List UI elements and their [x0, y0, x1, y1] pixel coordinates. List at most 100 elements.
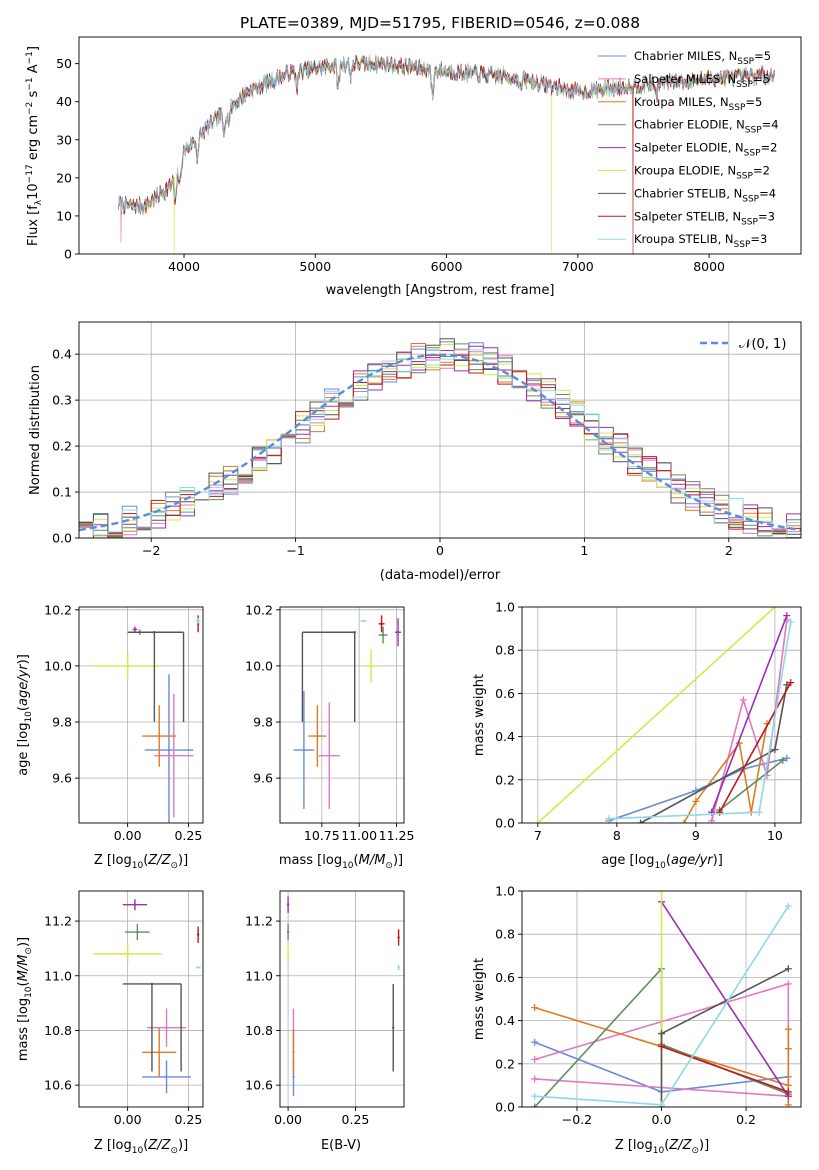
weight-point-marker [784, 965, 792, 973]
data-point [302, 748, 306, 752]
legend-label: Kroupa STELIB, NSSP=3 [634, 232, 767, 250]
x-axis-label: wavelength [Angstrom, rest frame] [326, 283, 555, 298]
weight-point-marker [531, 1075, 539, 1083]
weight-point-marker [531, 1038, 539, 1046]
weight-point-marker [784, 902, 792, 910]
y-tick-label: 10.6 [44, 1078, 72, 1093]
x-tick-label: 8 [613, 828, 621, 843]
weight-series-line [710, 615, 788, 813]
x-tick-label: 1 [580, 543, 588, 558]
y-tick-label: 11.0 [44, 968, 72, 983]
x-axis-label: E(B-V) [321, 1138, 361, 1153]
legend-label: Chabrier STELIB, NSSP=4 [634, 186, 776, 204]
data-point [158, 734, 161, 738]
weight-point-marker [783, 754, 791, 762]
legend-label: Chabrier ELODIE, NSSP=4 [634, 118, 779, 136]
weight-point-marker [531, 1092, 539, 1100]
y-tick-label: 0.8 [495, 927, 515, 942]
x-tick-label: 0.25 [342, 1112, 370, 1127]
y-tick-label: 10.0 [44, 658, 72, 673]
data-point [196, 966, 200, 969]
y-axis-label: mass weight [472, 958, 487, 1040]
data-point [392, 1026, 395, 1029]
weight-point-marker [783, 612, 791, 620]
x-tick-label: 7000 [562, 259, 594, 274]
data-point [397, 936, 400, 939]
legend-label: Salpeter STELIB, NSSP=3 [634, 209, 775, 227]
spectrum-axes-frame [78, 36, 802, 255]
data-point [286, 952, 290, 956]
weight-point-marker [784, 1081, 792, 1089]
y-tick-label: 9.8 [253, 715, 273, 730]
y-tick-label: 0.6 [495, 686, 515, 701]
weight-point-marker [605, 815, 613, 823]
data-point [286, 930, 290, 934]
weight-point-marker [658, 1101, 665, 1107]
y-tick-label: 10.6 [245, 1078, 273, 1093]
data-point [328, 754, 331, 757]
y-tick-label: 10 [56, 208, 72, 223]
residuals-plot-area [79, 322, 801, 538]
normal-reference-curve [79, 353, 801, 532]
y-tick-label: 0.0 [495, 1100, 515, 1115]
data-point [153, 631, 156, 634]
y-tick-label: 0.0 [52, 531, 72, 546]
y-axis-label: mass weight [472, 674, 487, 756]
age-vs-Z-axes-frame [78, 606, 204, 824]
weight-point-marker [658, 1030, 665, 1038]
data-point [362, 619, 365, 623]
y-tick-label: 11.2 [44, 914, 72, 929]
y-tick-label: 0.2 [495, 772, 515, 787]
x-tick-label: 6000 [431, 259, 463, 274]
data-point [397, 966, 400, 969]
data-point [150, 982, 154, 986]
data-point [165, 1026, 168, 1029]
y-tick-label: 40 [56, 94, 72, 109]
weight-point-marker [534, 819, 542, 823]
x-tick-label: 9 [692, 828, 700, 843]
y-tick-label: 10.0 [245, 658, 273, 673]
data-point [167, 748, 171, 752]
weight-series-line [683, 723, 768, 823]
y-tick-label: 10.2 [245, 602, 273, 617]
data-point [381, 633, 385, 637]
weight-point-marker [531, 1103, 539, 1107]
y-tick-label: 9.6 [253, 771, 273, 786]
weight-point-marker [755, 808, 763, 816]
weight-point-marker [658, 1043, 665, 1051]
chart-title: PLATE=0389, MJD=51795, FIBERID=0546, z=0… [240, 14, 640, 32]
y-tick-label: 0.3 [52, 393, 72, 408]
x-tick-label: 0.00 [114, 1112, 142, 1127]
x-tick-label: 5000 [299, 259, 331, 274]
data-point [196, 619, 200, 623]
mass-vs-Z-axes-frame [78, 890, 204, 1108]
y-tick-label: 0.0 [495, 816, 515, 831]
x-tick-label: 0.00 [274, 1112, 302, 1127]
x-tick-label: 0.25 [174, 1112, 202, 1127]
x-tick-label: 2 [725, 543, 733, 558]
weight-point-marker [708, 817, 716, 823]
y-tick-label: 0.2 [52, 439, 72, 454]
data-point [133, 903, 137, 906]
weight-point-marker [692, 797, 700, 805]
x-axis-label: Z [log10(Z/Z⊙)] [94, 1138, 188, 1156]
age-vs-mass-axes-frame [279, 606, 405, 824]
y-tick-label: 10.8 [44, 1023, 72, 1038]
data-point [396, 631, 400, 634]
x-axis-label: Z [log10(Z/Z⊙)] [94, 853, 188, 871]
data-point [380, 622, 383, 626]
x-tick-label: 10.75 [304, 828, 340, 843]
data-point [136, 930, 139, 934]
y-tick-label: 0.8 [495, 643, 515, 658]
x-axis-label: mass [log10(M/M⊙)] [279, 853, 403, 871]
mw-vs-Z-plot-area [522, 891, 801, 1107]
data-point [165, 1075, 168, 1079]
legend-label: Salpeter MILES, NSSP=5 [634, 72, 770, 90]
x-tick-label: 0.2 [736, 1112, 756, 1127]
x-tick-label: 10 [767, 828, 783, 843]
weight-series-line [718, 682, 792, 813]
weight-point-marker [787, 618, 795, 626]
data-point [196, 933, 200, 936]
x-axis-label: Z [log10(Z/Z⊙)] [615, 1138, 709, 1156]
weight-series-line [537, 607, 776, 823]
